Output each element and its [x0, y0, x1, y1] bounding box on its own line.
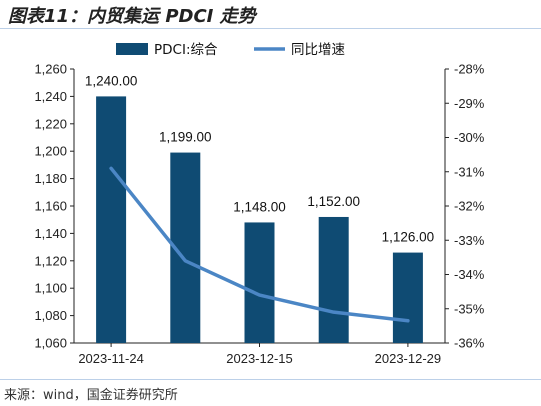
left-tick-label: 1,060 — [34, 336, 67, 351]
x-tick-label: 2023-11-24 — [78, 351, 144, 366]
bar-value-label: 1,148.00 — [233, 199, 286, 214]
left-tick-label: 1,260 — [34, 62, 67, 77]
right-tick-label: -30% — [454, 130, 485, 145]
right-tick-label: -33% — [454, 233, 485, 248]
left-tick-label: 1,140 — [34, 226, 67, 241]
chart-title: 图表11：内贸集运 PDCI 走势 — [8, 6, 256, 27]
right-tick-label: -36% — [454, 336, 485, 351]
bar-value-label: 1,240.00 — [85, 73, 138, 88]
bar — [318, 216, 349, 343]
right-tick-label: -31% — [454, 164, 485, 179]
right-tick-label: -32% — [454, 199, 485, 214]
x-tick-label: 2023-12-29 — [375, 351, 442, 366]
right-tick-label: -34% — [454, 267, 485, 282]
right-tick-label: -28% — [454, 62, 485, 77]
left-tick-label: 1,160 — [34, 199, 67, 214]
right-tick-label: -35% — [454, 301, 485, 316]
title-divider — [0, 28, 541, 29]
x-tick-label: 2023-12-15 — [226, 351, 293, 366]
bar — [244, 222, 275, 343]
yoy-line — [109, 166, 410, 323]
bar-value-label: 1,152.00 — [307, 194, 360, 209]
bar-series: 1,240.00 1,199.00 1,148.00 1,152.00 1,126.00 — [85, 73, 435, 344]
bar-value-label: 1,199.00 — [159, 130, 212, 145]
left-tick-label: 1,120 — [34, 253, 67, 268]
left-tick-label: 1,180 — [34, 171, 67, 186]
legend-label-line: 同比增速 — [291, 42, 345, 58]
x-axis: 2023-11-24 2023-12-15 2023-12-29 — [74, 342, 445, 366]
bar — [96, 96, 127, 344]
left-tick-label: 1,200 — [34, 144, 67, 159]
left-tick-label: 1,080 — [34, 308, 67, 323]
bar — [392, 252, 423, 343]
left-tick-label: 1,100 — [34, 281, 67, 296]
right-tick-label: -29% — [454, 96, 485, 111]
left-tick-label: 1,240 — [34, 89, 67, 104]
bar-value-label: 1,126.00 — [382, 230, 435, 245]
line-series — [109, 166, 410, 323]
left-y-axis: 1,060 1,080 1,100 1,120 1,140 1,160 1,180 1,200… — [34, 62, 75, 351]
source-note: 来源：wind，国金证券研究所 — [4, 388, 178, 403]
legend-label-bar: PDCI:综合 — [154, 42, 218, 58]
source-divider — [0, 379, 541, 380]
right-y-axis: -36% -35% -34% -33% -32% -31% -30% -29% -28% — [444, 62, 485, 351]
left-tick-label: 1,220 — [34, 116, 67, 131]
chart-legend: PDCI:综合 同比增速 — [116, 42, 345, 58]
chart-canvas: PDCI:综合 同比增速 1,060 1,080 1,100 1,120 1,140 1,1… — [34, 42, 485, 366]
legend-swatch-bar — [116, 43, 148, 55]
